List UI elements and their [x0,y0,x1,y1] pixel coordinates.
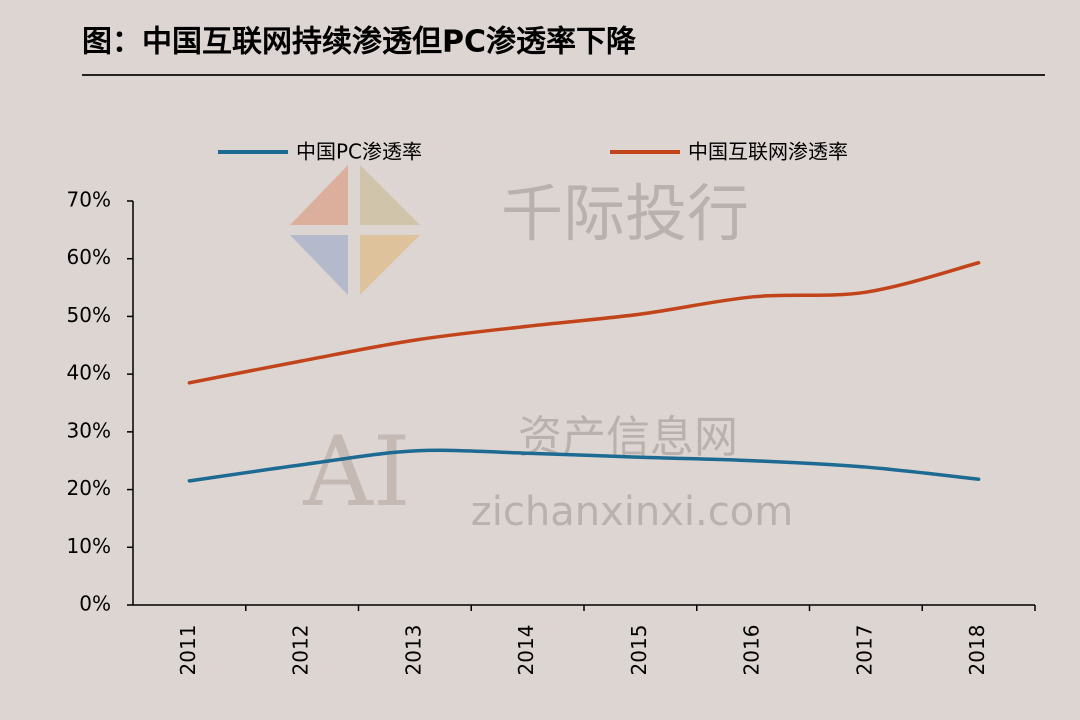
y-tick-label: 20% [67,476,111,500]
series-line [187,448,981,483]
y-tick-label: 30% [67,418,111,442]
legend-label: 中国互联网渗透率 [688,140,848,164]
y-tick-label: 40% [67,361,111,385]
x-tick-label: 2014 [514,625,538,676]
y-tick-label: 70% [67,188,111,212]
y-tick-label: 60% [67,245,111,269]
legend-label: 中国PC渗透率 [296,140,422,164]
x-tick-label: 2018 [965,625,989,676]
x-tick-label: 2016 [740,625,764,676]
x-tick-label: 2017 [852,625,876,676]
watermark: zichanxinxi.com [471,489,793,535]
y-tick-label: 10% [67,534,111,558]
x-tick-label: 2013 [401,625,425,676]
watermark-logo [290,165,420,295]
series-line [187,261,981,385]
x-tick-label: 2011 [176,625,200,676]
chart-title: 图：中国互联网持续渗透但PC渗透率下降 [82,25,637,60]
x-tick-label: 2015 [627,625,651,676]
watermark: 千际投行 [501,177,749,250]
x-tick-label: 2012 [289,625,313,676]
watermark: AI [302,416,410,528]
y-tick-label: 0% [79,592,111,616]
y-tick-label: 50% [67,303,111,327]
